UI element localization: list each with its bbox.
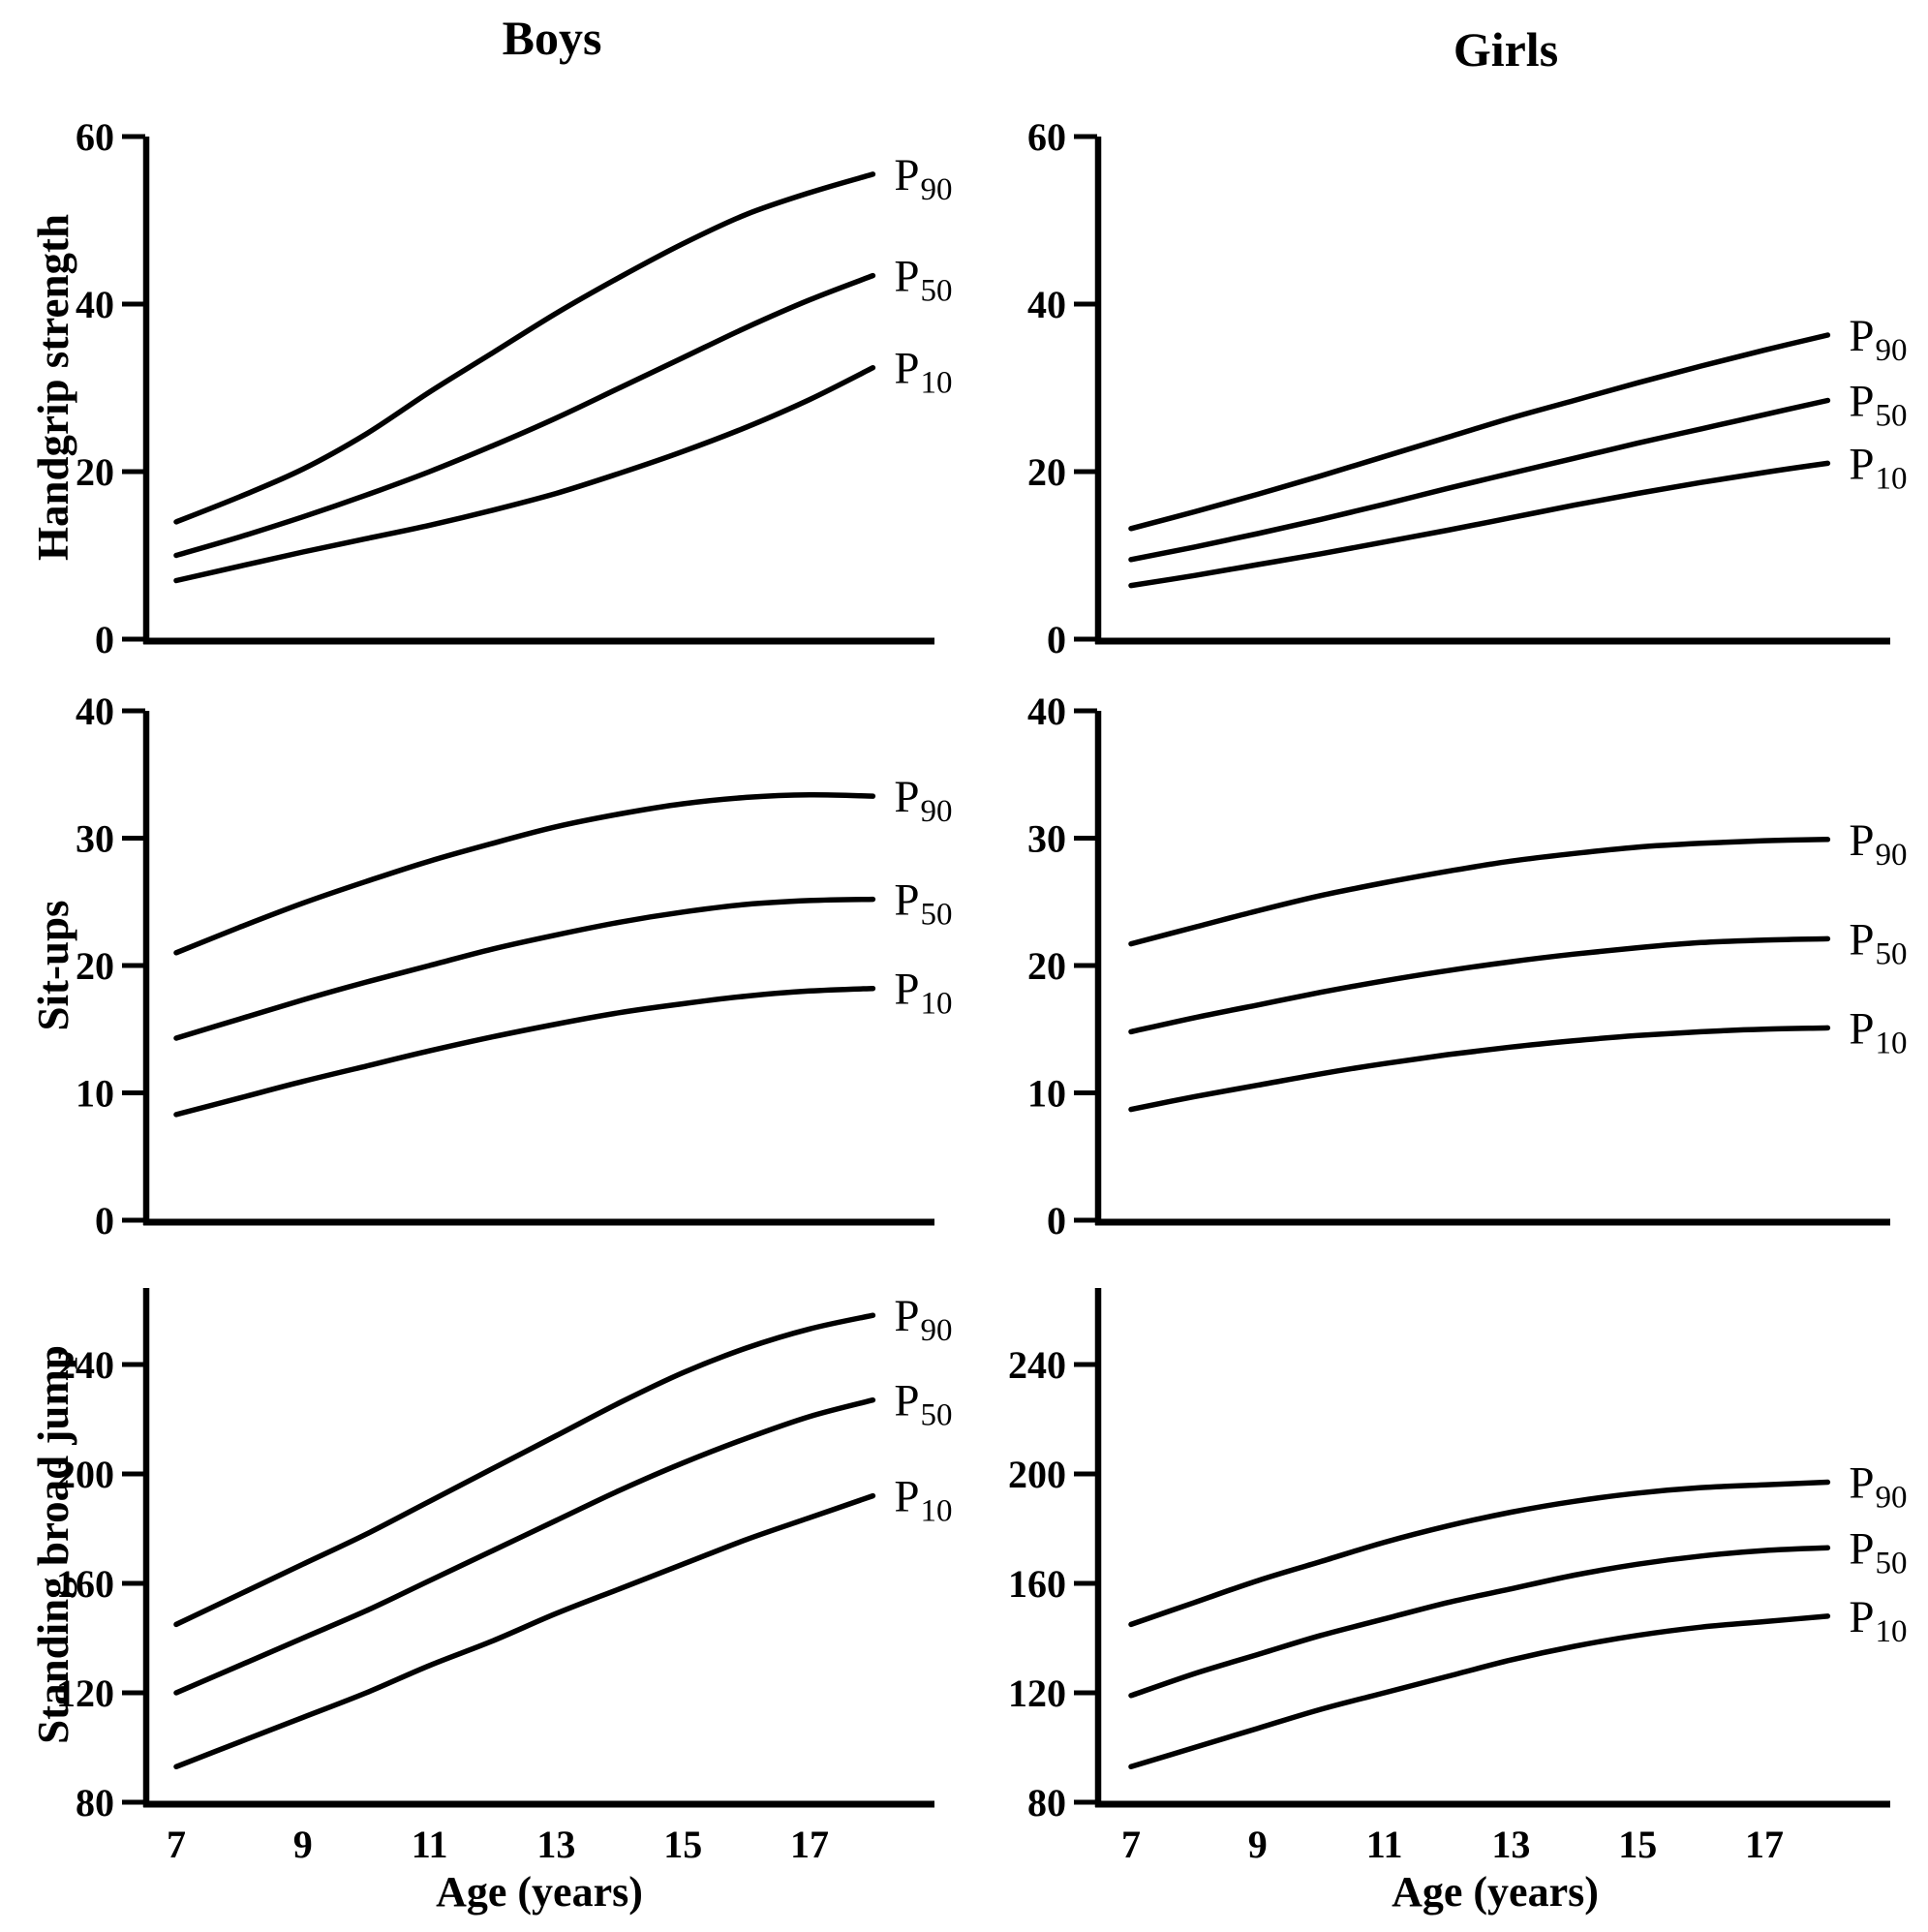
girls-standing-broad-jump-y-tick-label-120: 120 [1008,1671,1066,1715]
girls-standing-broad-jump-y-tick-label-240: 240 [1008,1343,1066,1387]
girls-handgrip-y-tick-label-60: 60 [1027,115,1066,159]
girls-standing-broad-jump-y-tick-label-200: 200 [1008,1453,1066,1496]
boys-situps-y-tick-label-40: 40 [76,690,114,733]
boys-standing-broad-jump-P10-curve [173,1492,876,1770]
boys-standing-broad-jump-y-tick-label-120: 120 [56,1671,114,1715]
boys-handgrip-P50-curve [173,272,876,559]
girls-standing-broad-jump-y-tick-label-160: 160 [1008,1562,1066,1606]
boys-situps-y-tick-label-10: 10 [76,1072,114,1116]
boys-standing-broad-jump-P90-curve [173,1312,876,1628]
boys-standing-broad-jump-y-tick-label-80: 80 [76,1781,114,1825]
boys-handgrip-P10-label: P10 [894,344,952,401]
girls-situps-y-tick-label-20: 20 [1027,944,1066,988]
y-axis-label-standing-broad-jump: Standing broad jump [29,1345,77,1744]
girls-situps-y-tick-label-10: 10 [1027,1072,1066,1116]
girls-situps-P10-curve [1128,1025,1831,1113]
column-title-girls: Girls [1453,22,1559,77]
boys-situps-P50-label: P50 [894,875,952,933]
boys-situps-P10-curve [173,985,876,1118]
boys-situps-P90-curve [173,792,876,956]
panel-girls-standing-broad-jump: 80 120 160 200 240 7 9 11 13 15 17 P90 P50 P10 [1008,1288,1908,1866]
girls-handgrip-y-tick-label-0: 0 [1047,618,1066,661]
boys-handgrip-y-tick-label-40: 40 [76,283,114,326]
boys-situps-y-tick-label-30: 30 [76,817,114,861]
girls-handgrip-P90-curve [1128,332,1831,532]
panel-girls-situps: 0 10 20 30 40 P90 P50 P10 [1027,690,1908,1242]
boys-situps-y-tick-label-20: 20 [76,944,114,988]
girls-situps-P50-curve [1128,935,1831,1035]
girls-standing-broad-jump-x-tick-label-13: 13 [1491,1823,1530,1866]
girls-handgrip-P50-curve [1128,397,1831,563]
girls-situps-P90-label: P90 [1849,815,1907,873]
girls-situps-y-tick-label-0: 0 [1047,1199,1066,1242]
boys-handgrip-y-tick-label-0: 0 [95,618,114,661]
panel-boys-handgrip: 0 20 40 60 P90 P50 P10 [76,115,953,661]
girls-standing-broad-jump-x-tick-label-7: 7 [1121,1823,1141,1866]
girls-standing-broad-jump-P50-label: P50 [1849,1523,1907,1580]
boys-standing-broad-jump-P50-label: P50 [894,1376,952,1433]
panel-boys-standing-broad-jump: 80 120 160 200 240 7 9 11 13 15 17 P90 P50 P10 [56,1288,953,1866]
boys-handgrip-P90-label: P90 [894,150,952,207]
boys-standing-broad-jump-P10-label: P10 [894,1472,952,1529]
girls-handgrip-y-tick-label-20: 20 [1027,450,1066,494]
boys-handgrip-y-tick-label-20: 20 [76,450,114,494]
girls-standing-broad-jump-x-tick-label-9: 9 [1248,1823,1268,1866]
boys-standing-broad-jump-x-tick-label-11: 11 [412,1823,448,1866]
column-title-boys: Boys [502,11,602,65]
boys-handgrip-P90-curve [173,171,876,525]
boys-situps-P90-label: P90 [894,772,952,829]
boys-standing-broad-jump-x-tick-label-13: 13 [536,1823,575,1866]
boys-standing-broad-jump-x-tick-label-17: 17 [790,1823,829,1866]
girls-situps-P50-label: P50 [1849,914,1907,971]
boys-standing-broad-jump-P90-label: P90 [894,1291,952,1348]
girls-situps-P10-label: P10 [1849,1003,1907,1060]
girls-standing-broad-jump-P50-curve [1128,1545,1831,1699]
girls-handgrip-P50-label: P50 [1849,376,1907,433]
girls-standing-broad-jump-P10-curve [1128,1613,1831,1770]
girls-handgrip-P10-curve [1128,460,1831,589]
girls-standing-broad-jump-y-tick-label-80: 80 [1027,1781,1066,1825]
boys-situps-P10-label: P10 [894,965,952,1022]
girls-standing-broad-jump-P90-curve [1128,1479,1831,1628]
girls-handgrip-P10-label: P10 [1849,439,1907,496]
panel-boys-situps: 0 10 20 30 40 P90 P50 P10 [76,690,953,1242]
boys-standing-broad-jump-x-tick-label-9: 9 [293,1823,313,1866]
boys-handgrip-P10-curve [173,364,876,584]
girls-standing-broad-jump-P90-label: P90 [1849,1457,1907,1515]
girls-situps-P90-curve [1128,837,1831,947]
boys-handgrip-y-tick-label-60: 60 [76,115,114,159]
panel-girls-handgrip: 0 20 40 60 P90 P50 P10 [1027,115,1908,661]
girls-handgrip-y-tick-label-40: 40 [1027,283,1066,326]
girls-standing-broad-jump-x-tick-label-15: 15 [1618,1823,1657,1866]
girls-situps-y-tick-label-30: 30 [1027,817,1066,861]
girls-handgrip-P90-label: P90 [1849,311,1907,368]
boys-standing-broad-jump-x-tick-label-7: 7 [167,1823,186,1866]
boys-situps-P50-curve [173,896,876,1041]
y-axis-label-handgrip-strength: Handgrip strength [29,214,77,561]
x-axis-label-girls: Age (years) [1392,1868,1599,1916]
boys-standing-broad-jump-x-tick-label-15: 15 [663,1823,702,1866]
boys-standing-broad-jump-y-tick-label-240: 240 [56,1343,114,1387]
girls-standing-broad-jump-x-tick-label-17: 17 [1745,1823,1784,1866]
y-axis-label-sit-ups: Sit-ups [29,900,77,1031]
boys-standing-broad-jump-y-tick-label-200: 200 [56,1453,114,1496]
boys-standing-broad-jump-P50-curve [173,1396,876,1696]
boys-handgrip-P50-label: P50 [894,252,952,309]
boys-standing-broad-jump-y-tick-label-160: 160 [56,1562,114,1606]
girls-standing-broad-jump-P10-label: P10 [1849,1592,1907,1649]
girls-standing-broad-jump-x-tick-label-11: 11 [1366,1823,1403,1866]
girls-situps-y-tick-label-40: 40 [1027,690,1066,733]
boys-situps-y-tick-label-0: 0 [95,1199,114,1242]
x-axis-label-boys: Age (years) [436,1868,643,1916]
